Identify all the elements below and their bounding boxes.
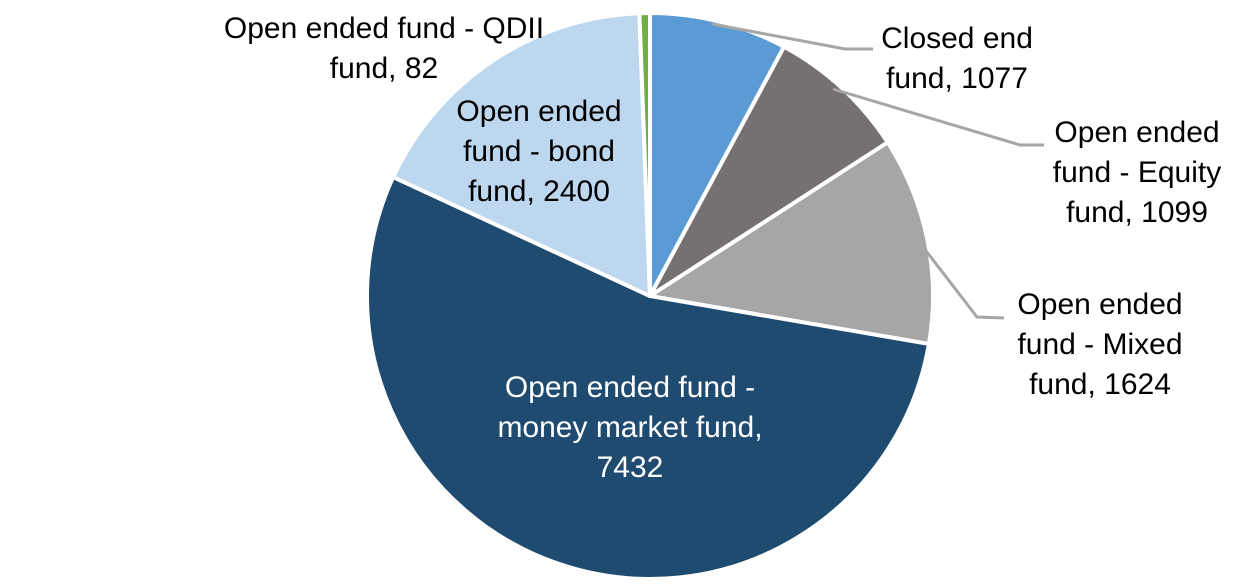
data-label-closed-end-fund: Closed end fund, 1077 xyxy=(881,19,1033,99)
data-label-line: Open ended xyxy=(456,95,622,128)
data-label-line: fund, 82 xyxy=(329,52,439,85)
leader-line-mixed-fund xyxy=(918,242,1005,320)
data-label-line: money market fund, xyxy=(497,411,763,444)
leader-line-equity-fund xyxy=(832,87,1044,147)
data-label-line: fund - bond xyxy=(463,135,615,168)
pie-slice-equity-fund xyxy=(648,44,890,298)
data-label-money-market-fund: Open ended fund - money market fund, 7432 xyxy=(497,368,762,488)
data-label-line: fund, 1624 xyxy=(1029,368,1171,401)
pie-slice-bond-fund xyxy=(391,11,652,298)
pie-slice-mixed-fund xyxy=(648,140,935,346)
data-label-line: Closed end xyxy=(881,22,1033,55)
data-label-line: fund, 1099 xyxy=(1066,196,1208,229)
data-label-line: fund - Mixed xyxy=(1017,328,1183,361)
data-label-mixed-fund: Open ended fund - Mixed fund, 1624 xyxy=(1017,285,1182,405)
data-label-line: fund, 1077 xyxy=(886,62,1028,95)
pie-slice-money-market-fund xyxy=(365,175,931,581)
pie-slice-closed-end-fund xyxy=(648,11,787,298)
pie-slice-qdii-fund xyxy=(637,11,652,298)
data-label-line: Open ended fund - xyxy=(504,371,756,404)
data-label-equity-fund: Open ended fund - Equity fund, 1099 xyxy=(1053,113,1221,233)
data-label-line: 7432 xyxy=(596,451,664,484)
data-label-bond-fund: Open ended fund - bond fund, 2400 xyxy=(456,92,621,212)
leader-line-closed-end-fund xyxy=(711,22,873,51)
data-label-line: fund, 2400 xyxy=(468,175,610,208)
data-label-line: fund - Equity xyxy=(1052,156,1222,189)
data-label-line: Open ended xyxy=(1054,116,1220,149)
data-label-line: Open ended fund - QDII xyxy=(223,12,545,45)
data-label-line: Open ended xyxy=(1017,288,1183,321)
data-label-qdii-fund: Open ended fund - QDII fund, 82 xyxy=(224,9,544,89)
